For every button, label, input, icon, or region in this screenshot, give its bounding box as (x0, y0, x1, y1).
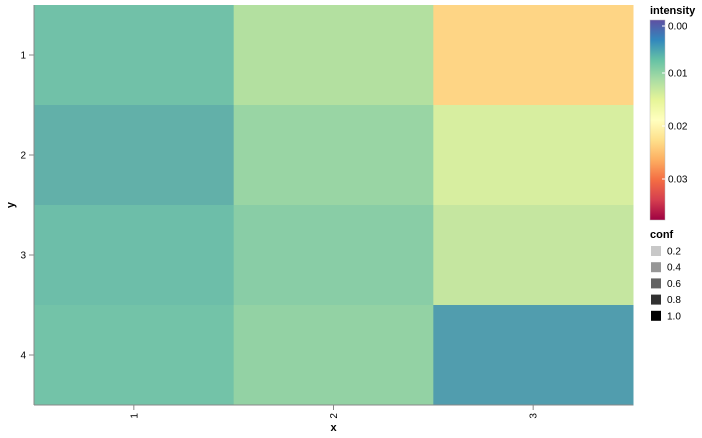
heatmap-cell-x3-y3 (433, 205, 634, 306)
heatmap-cell-x1-y4 (34, 305, 235, 406)
conf-legend-label: 1.0 (667, 311, 681, 322)
conf-legend-title: conf (650, 229, 674, 241)
conf-legend-swatch (651, 262, 661, 273)
heatmap-cell-x2-y1 (233, 5, 434, 106)
y-tick-label: 2 (20, 151, 26, 162)
conf-legend-label: 0.4 (667, 263, 681, 274)
heatmap-cell-x1-y2 (34, 105, 235, 206)
conf-legend-swatch (651, 294, 661, 305)
heatmap-cell-x1-y3 (34, 205, 235, 306)
heatmap-cell-x1-y1 (34, 5, 235, 106)
color-legend-tick-label: 0.01 (668, 69, 688, 80)
heatmap-cell-x2-y2 (233, 105, 434, 206)
heatmap-cell-x3-y1 (433, 5, 634, 106)
conf-legend-label: 0.6 (667, 279, 681, 290)
color-legend-title: intensity (650, 5, 696, 17)
y-tick-label: 3 (20, 251, 26, 262)
y-tick-label: 4 (20, 351, 26, 362)
x-axis-title: x (330, 422, 337, 434)
heatmap-cell-x3-y2 (433, 105, 634, 206)
conf-legend-swatch (651, 246, 661, 256)
x-tick-label: 3 (529, 413, 540, 419)
color-legend-tick-label: 0.00 (668, 22, 688, 33)
heatmap-cell-x3-y4 (433, 305, 634, 406)
x-tick-label: 2 (329, 413, 340, 419)
conf-legend-swatch (651, 278, 661, 289)
axes: 1 2 3 4 1 2 3 x y (5, 5, 633, 434)
color-legend-tick-label: 0.03 (668, 175, 688, 186)
y-axis-title: y (5, 201, 17, 208)
conf-legend-swatch (651, 310, 661, 321)
heatmap-cell-x2-y4 (233, 305, 434, 406)
x-tick-label: 1 (129, 413, 140, 419)
color-legend-gradient-bar (649, 19, 666, 221)
legend: intensity 0.00 0.01 0.02 0.03 conf 0.2 0.4 0.6 0.… (649, 5, 696, 322)
y-tick-label: 1 (20, 51, 26, 62)
heatmap-cells (34, 5, 634, 406)
color-legend-tick-label: 0.02 (668, 122, 688, 133)
conf-legend-label: 0.8 (667, 295, 681, 306)
conf-legend-label: 0.2 (667, 247, 681, 258)
heatmap-cell-x2-y3 (233, 205, 434, 306)
